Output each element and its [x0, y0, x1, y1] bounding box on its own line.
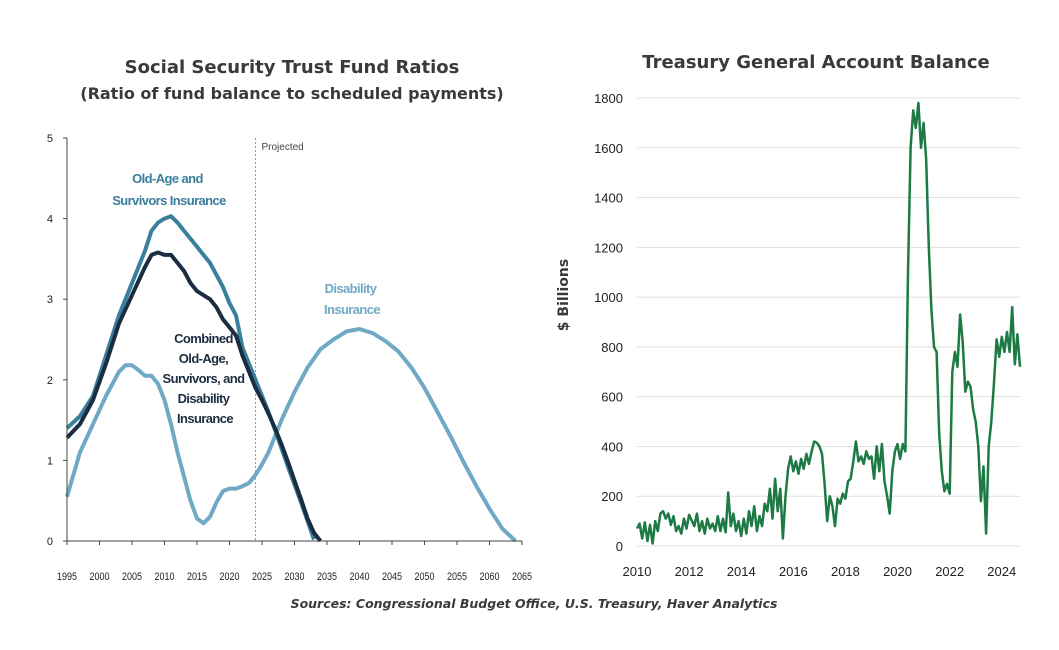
x-tick-label: 2020: [883, 564, 912, 579]
tga-gridlines: [637, 97, 1020, 547]
y-tick-label: 200: [601, 489, 623, 504]
tga-x-ticks: 2010 2012 2014 2016 2018 2020 2022 2024: [623, 564, 1017, 579]
x-tick-label: 2065: [512, 571, 532, 583]
x-tick-label: 2016: [779, 564, 808, 579]
x-tick-label: 2025: [252, 571, 272, 583]
y-tick-label: 3: [47, 294, 53, 306]
x-tick-label: 2040: [349, 571, 369, 583]
y-tick-label: 1600: [594, 141, 623, 156]
x-tick-label: 2014: [727, 564, 756, 579]
x-tick-label: 2005: [122, 571, 142, 583]
series-line-combined-oasdi: [65, 250, 323, 543]
x-tick-label: 2055: [447, 571, 467, 583]
label-combined-line-3: Survivors, and: [163, 371, 246, 386]
y-tick-label: 1800: [594, 91, 623, 106]
y-tick-label: 0: [616, 539, 623, 554]
x-tick-label: 2010: [154, 571, 174, 583]
y-tick-label: 800: [601, 340, 623, 355]
x-tick-label: 2010: [623, 564, 652, 579]
label-combined-line-5: Insurance: [177, 411, 233, 426]
x-tick-label: 2050: [414, 571, 434, 583]
y-tick-label: 4: [47, 214, 53, 226]
x-tick-label: 2020: [219, 571, 239, 583]
label-di: Disability Insurance: [324, 281, 380, 317]
tga-chart: Treasury General Account Balance 0 200 400…: [556, 52, 1022, 579]
x-tick-label: 2035: [317, 571, 337, 583]
y-tick-label: 400: [601, 439, 623, 454]
y-tick-label: 1: [47, 455, 53, 467]
x-tick-label: 2030: [284, 571, 304, 583]
series-line-tga-balance: [635, 101, 1022, 545]
y-tick-label: 2: [47, 375, 53, 387]
x-tick-label: 2015: [187, 571, 207, 583]
label-oasi-line-1: Old-Age and: [132, 171, 203, 186]
series-line-disability-insurance: [65, 327, 517, 543]
label-di-line-1: Disability: [325, 281, 378, 296]
y-tick-label: 1400: [594, 191, 623, 206]
x-tick-label: 2060: [479, 571, 499, 583]
tga-title: Treasury General Account Balance: [642, 52, 989, 73]
trust-fund-y-ticks: 0 1 2 3 4 5: [47, 133, 67, 548]
x-tick-label: 2024: [987, 564, 1016, 579]
label-combined-line-2: Old-Age,: [179, 351, 228, 366]
label-oasi: Old-Age and Survivors Insurance: [112, 171, 226, 208]
label-combined-line-1: Combined: [174, 331, 233, 346]
trust-fund-x-ticks: 1995 2000 2005 2010 2015 2020 2025 2030 2035 2040…: [57, 541, 532, 583]
tga-y-axis-label: $ Billions: [556, 259, 572, 331]
x-tick-label: 2045: [382, 571, 402, 583]
x-tick-label: 2022: [935, 564, 964, 579]
trust-fund-chart: Social Security Trust Fund Ratios (Ratio…: [47, 57, 533, 583]
label-combined-line-4: Disability: [178, 391, 231, 406]
projected-label: Projected: [262, 142, 304, 153]
trust-fund-title: Social Security Trust Fund Ratios: [125, 57, 460, 78]
y-tick-label: 1200: [594, 240, 623, 255]
x-tick-label: 2000: [89, 571, 109, 583]
tga-y-ticks: 0 200 400 600 800 1000 1200 1400 1600 1800: [594, 91, 623, 554]
x-tick-label: 2012: [675, 564, 704, 579]
y-tick-label: 5: [47, 133, 53, 145]
y-tick-label: 0: [47, 536, 53, 548]
label-combined: Combined Old-Age, Survivors, and Disabil…: [163, 331, 248, 426]
x-tick-label: 1995: [57, 571, 77, 583]
label-oasi-line-2: Survivors Insurance: [112, 193, 226, 208]
x-tick-label: 2018: [831, 564, 860, 579]
sources-note: Sources: Congressional Budget Office, U.…: [291, 596, 778, 611]
label-di-line-2: Insurance: [324, 302, 380, 317]
y-tick-label: 600: [601, 390, 623, 405]
trust-fund-subtitle: (Ratio of fund balance to scheduled paym…: [80, 84, 504, 103]
y-tick-label: 1000: [594, 290, 623, 305]
